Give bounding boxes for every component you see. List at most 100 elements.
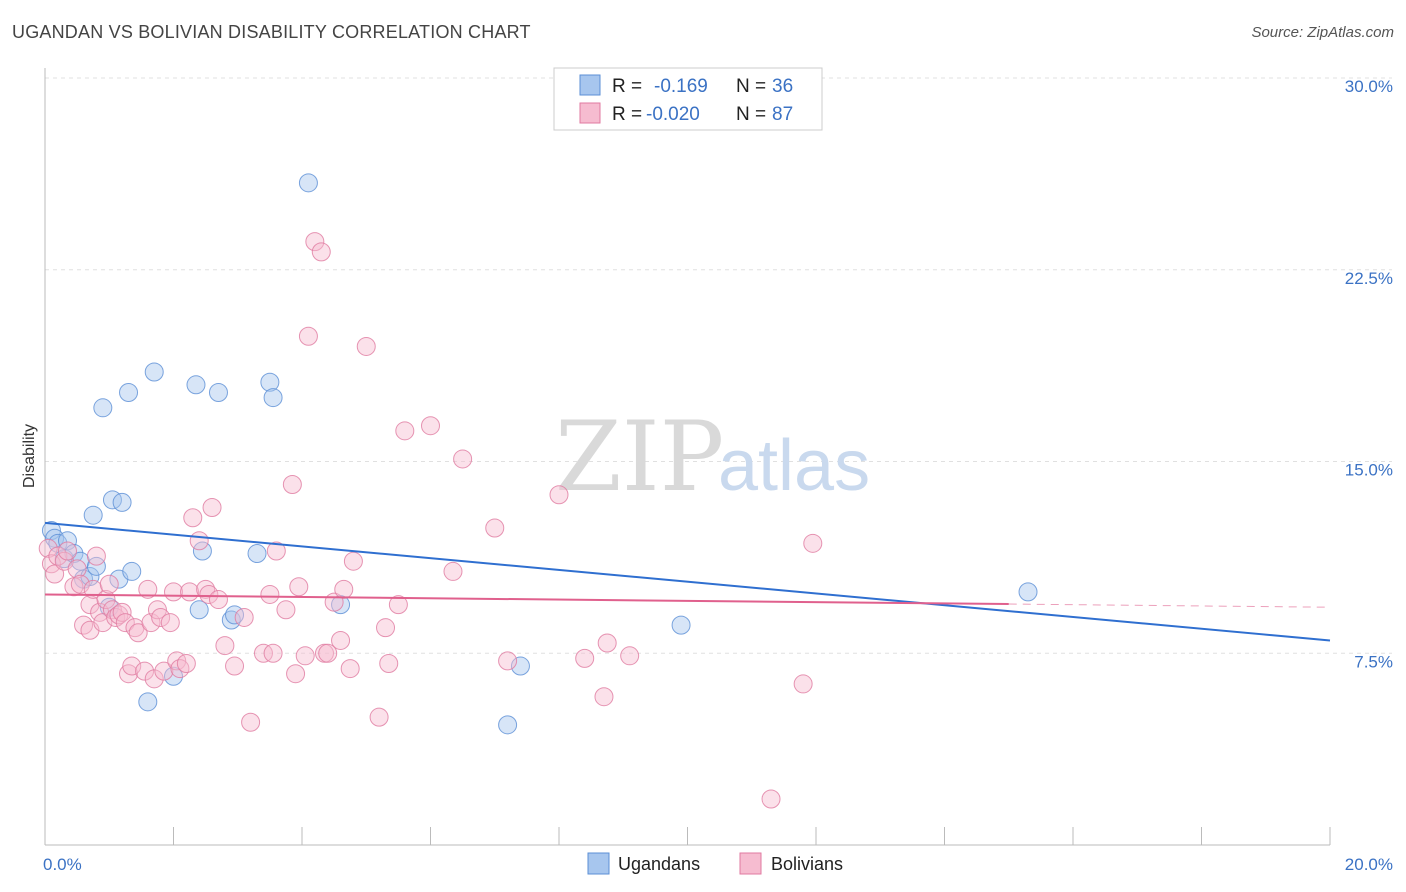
point-bolivians-54	[276, 600, 296, 620]
point-bolivians-80	[549, 485, 569, 505]
point-bolivians-60	[305, 232, 325, 252]
point-bolivians-58	[295, 646, 315, 666]
point-bolivians-52	[263, 643, 283, 663]
point-ugandans-11	[93, 398, 113, 418]
bottom-legend-swatch-ugandans	[587, 852, 610, 875]
point-ugandans-24	[208, 382, 228, 402]
point-bolivians-53	[266, 541, 286, 561]
legend-r-ugandans: -0.169	[654, 76, 708, 97]
point-bolivians-9	[74, 615, 94, 635]
axes	[44, 68, 1331, 846]
point-bolivians-68	[343, 551, 363, 571]
x-tick-labels: 0.0% 20.0%	[43, 855, 1393, 874]
point-ugandans-27	[247, 544, 267, 564]
point-bolivians-44	[202, 498, 222, 518]
point-ugandans-28	[260, 372, 280, 392]
point-ugandans-21	[186, 375, 206, 395]
legend-n-bolivians: 87	[772, 104, 793, 125]
point-bolivians-75	[421, 416, 440, 436]
point-ugandans-32	[498, 715, 518, 735]
point-bolivians-65	[331, 630, 351, 650]
legend-n-label-bolivians: N =	[736, 104, 766, 125]
point-bolivians-86	[793, 674, 813, 694]
point-ugandans-29	[263, 388, 283, 408]
chart-title: UGANDAN VS BOLIVIAN DISABILITY CORRELATI…	[12, 22, 531, 42]
point-bolivians-15	[93, 613, 113, 633]
point-bolivians-3	[48, 546, 68, 566]
point-bolivians-69	[356, 336, 376, 356]
point-bolivians-33	[154, 661, 174, 681]
point-bolivians-56	[286, 664, 306, 684]
point-bolivians-66	[334, 579, 354, 599]
point-ugandans-10	[86, 556, 106, 576]
point-bolivians-23	[119, 664, 139, 684]
point-bolivians-45	[208, 590, 228, 610]
point-bolivians-35	[164, 582, 183, 602]
point-bolivians-32	[151, 607, 171, 627]
point-bolivians-39	[180, 582, 200, 602]
point-bolivians-61	[311, 242, 331, 262]
point-bolivians-29	[141, 613, 161, 633]
point-bolivians-0	[38, 538, 58, 558]
y-tick-label-2: 22.5%	[1345, 269, 1393, 288]
stats-legend: R = -0.169 N = 36 R = -0.020 N = 87	[553, 67, 823, 131]
point-ugandans-33	[510, 656, 530, 676]
point-bolivians-8	[70, 574, 90, 594]
point-bolivians-50	[253, 643, 273, 663]
point-bolivians-20	[109, 605, 129, 625]
point-bolivians-83	[597, 633, 617, 653]
point-bolivians-73	[388, 595, 408, 615]
trend-line-ugandans	[44, 521, 1331, 642]
point-bolivians-42	[196, 579, 216, 599]
point-bolivians-71	[376, 618, 396, 638]
point-bolivians-40	[183, 508, 203, 528]
legend-r-bolivians: -0.020	[646, 104, 700, 125]
point-bolivians-31	[147, 600, 167, 620]
legend-n-ugandans: 36	[772, 76, 793, 97]
trend-line-bolivians	[44, 593, 1009, 606]
watermark-atlas: atlas	[718, 426, 870, 506]
point-bolivians-22	[115, 613, 135, 633]
point-ugandans-18	[138, 692, 158, 712]
point-bolivians-27	[135, 661, 155, 681]
point-bolivians-5	[57, 541, 77, 561]
point-bolivians-38	[176, 653, 196, 673]
y-axis-label: Disability	[21, 424, 38, 488]
point-bolivians-57	[289, 577, 309, 597]
point-bolivians-37	[170, 659, 190, 679]
point-ugandans-22	[189, 600, 209, 620]
point-bolivians-24	[122, 656, 142, 676]
point-ugandans-15	[112, 492, 132, 512]
point-ugandans-9	[83, 505, 103, 525]
point-ugandans-30	[298, 173, 318, 193]
legend-swatch-ugandans	[579, 74, 601, 96]
point-ugandans-23	[192, 541, 212, 561]
point-bolivians-30	[144, 669, 164, 689]
watermark-zip: ZIP	[555, 401, 724, 513]
y-tick-label-3: 30.0%	[1345, 77, 1393, 96]
point-bolivians-74	[395, 421, 415, 441]
point-bolivians-81	[575, 648, 595, 668]
point-bolivians-82	[594, 687, 614, 707]
point-ugandans-17	[122, 561, 142, 581]
point-ugandans-4	[57, 531, 77, 551]
point-bolivians-78	[485, 518, 505, 538]
bottom-legend-label-ugandans: Ugandans	[618, 854, 700, 874]
point-bolivians-7	[67, 559, 87, 579]
legend-r-label-ugandans: R =	[612, 76, 642, 97]
point-bolivians-51	[260, 584, 280, 604]
point-bolivians-67	[340, 659, 360, 679]
point-bolivians-46	[215, 636, 235, 656]
point-bolivians-43	[199, 584, 219, 604]
data-points	[38, 173, 1038, 809]
point-bolivians-77	[453, 449, 473, 469]
point-ugandans-34	[671, 615, 691, 635]
trend-lines	[44, 521, 1331, 642]
legend-swatch-bolivians	[579, 102, 601, 124]
series-legend: Ugandans Bolivians	[587, 852, 843, 875]
x-tick-label-1: 20.0%	[1345, 855, 1393, 874]
point-ugandans-35	[1018, 582, 1038, 602]
point-bolivians-47	[225, 656, 245, 676]
point-bolivians-34	[160, 613, 180, 633]
